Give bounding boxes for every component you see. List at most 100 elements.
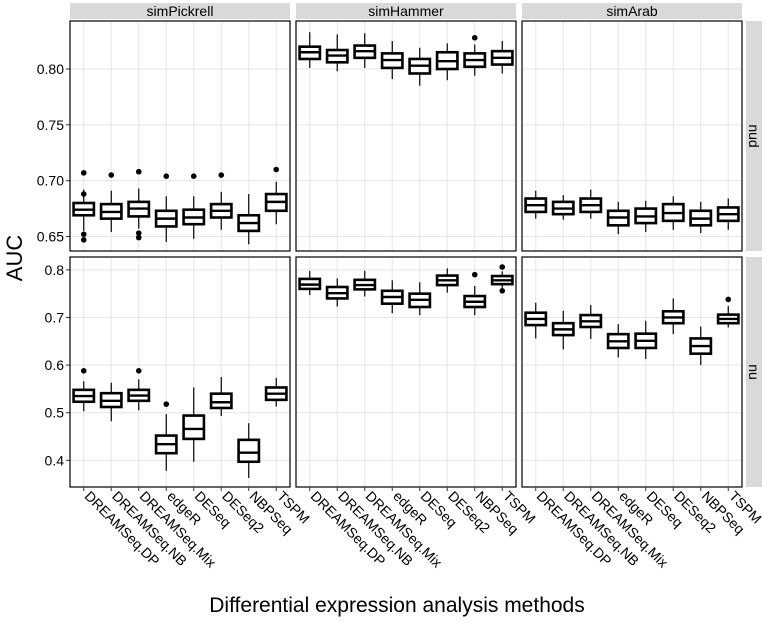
box-DESeq2 [209, 172, 233, 230]
box-DREAMSeq.DP [72, 368, 96, 412]
box-DREAMSeq.NB [99, 382, 123, 422]
outlier-point [471, 271, 478, 278]
outlier-point [163, 401, 170, 407]
box-DREAMSeq.DP [524, 190, 548, 219]
box-DREAMSeq.DP [298, 32, 322, 68]
outlier-point [218, 172, 225, 178]
box-DREAMSeq.Mix [127, 368, 151, 411]
box-DESeq [634, 200, 658, 233]
box-NBPSeq [237, 423, 261, 478]
outlier-point [80, 237, 87, 243]
outlier-point [80, 170, 87, 176]
outlier-point [725, 296, 732, 303]
row-strip-label: nud [746, 124, 762, 147]
box-DESeq [408, 47, 432, 86]
panel-border [521, 20, 743, 252]
box-DESeq [182, 387, 206, 462]
column-strip [70, 3, 290, 19]
x-axis-title: Differential expression analysis methods [209, 594, 584, 617]
panel-simHammer-nud [295, 20, 517, 252]
box-edgeR [154, 401, 178, 471]
column-strip-label: simArab [606, 3, 658, 19]
y-tick-label: 0.80 [37, 61, 64, 77]
panel-simHammer-nu [295, 256, 517, 488]
y-tick-label: 0.8 [45, 262, 65, 278]
panel-simArab-nud [521, 20, 743, 252]
iqr-box [237, 438, 261, 464]
panel-border [521, 256, 743, 488]
outlier-point [135, 234, 142, 241]
box-DESeq [182, 173, 206, 239]
outlier-point [471, 34, 478, 41]
box-DREAMSeq.DP [298, 270, 322, 296]
y-tick-label: 0.4 [45, 452, 65, 468]
y-tick-label: 0.7 [45, 309, 65, 325]
outlier-point [80, 191, 87, 197]
box-DESeq2 [435, 268, 459, 293]
box-DREAMSeq.Mix [353, 270, 377, 297]
box-DREAMSeq.Mix [353, 33, 377, 68]
box-edgeR [606, 201, 630, 235]
box-DESeq [634, 320, 658, 359]
box-NBPSeq [689, 326, 713, 366]
outlier-point [135, 230, 142, 236]
box-DREAMSeq.NB [551, 195, 575, 220]
outlier-point [499, 264, 506, 270]
box-edgeR [380, 280, 404, 314]
box-DREAMSeq.DP [72, 170, 96, 243]
box-TSPM [264, 377, 288, 407]
panel-simPickrell-nu [69, 256, 291, 488]
y-axis-title: AUC [2, 235, 27, 282]
box-DREAMSeq.Mix [579, 305, 603, 339]
iqr-box [182, 414, 206, 441]
box-edgeR [380, 41, 404, 80]
column-strip-label: simPickrell [147, 3, 214, 19]
panel-border [69, 256, 291, 488]
box-DESeq [408, 282, 432, 316]
box-TSPM [264, 166, 288, 225]
panel-border [295, 20, 517, 252]
outlier-point [163, 173, 170, 179]
row-strip-label: nu [746, 364, 762, 380]
panel-simArab-nu [521, 256, 743, 488]
box-TSPM [490, 41, 514, 74]
y-tick-label: 0.6 [45, 357, 65, 373]
box-DESeq2 [435, 43, 459, 81]
outlier-point [80, 368, 87, 374]
outlier-point [80, 231, 87, 238]
box-DREAMSeq.NB [325, 278, 349, 307]
box-DREAMSeq.DP [524, 302, 548, 339]
outlier-point [499, 288, 506, 294]
box-TSPM [490, 264, 514, 294]
outlier-point [135, 168, 142, 175]
iqr-box [209, 392, 233, 410]
box-NBPSeq [463, 271, 487, 316]
box-TSPM [716, 296, 740, 328]
box-DREAMSeq.Mix [579, 189, 603, 219]
box-NBPSeq [463, 34, 487, 76]
column-strip-label: simHammer [368, 3, 444, 19]
y-tick-label: 0.65 [37, 228, 64, 244]
box-DREAMSeq.NB [325, 34, 349, 72]
box-NBPSeq [689, 201, 713, 234]
outlier-point [273, 166, 280, 173]
box-edgeR [606, 324, 630, 358]
outlier-point [135, 368, 142, 374]
box-DREAMSeq.NB [551, 310, 575, 350]
box-edgeR [154, 173, 178, 243]
column-strip [522, 3, 742, 19]
box-DESeq2 [661, 298, 685, 335]
outlier-point [108, 172, 115, 178]
row-strip [746, 257, 762, 487]
panel-simPickrell-nud [69, 20, 291, 252]
plot-layer: simPickrell simHammer simArab nud 0.65 0.70 0.… [37, 3, 765, 571]
outlier-point [190, 173, 197, 179]
y-tick-label: 0.75 [37, 117, 64, 133]
column-strip [296, 3, 516, 19]
y-tick-label: 0.70 [37, 173, 64, 189]
panel-background [522, 257, 742, 487]
box-TSPM [716, 198, 740, 230]
panel-border [295, 256, 517, 488]
box-DREAMSeq.Mix [127, 168, 151, 241]
